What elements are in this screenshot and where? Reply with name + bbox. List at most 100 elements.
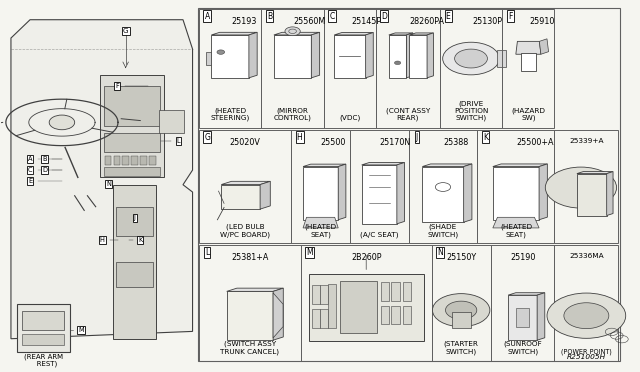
Bar [131, 156, 138, 165]
Bar [104, 86, 160, 126]
Polygon shape [303, 217, 338, 228]
Polygon shape [410, 33, 433, 35]
Text: D: D [42, 167, 47, 173]
Circle shape [547, 293, 626, 338]
Bar [104, 156, 111, 165]
Polygon shape [273, 288, 284, 340]
Polygon shape [274, 32, 319, 35]
Polygon shape [273, 293, 283, 338]
Text: C: C [330, 12, 335, 20]
Polygon shape [463, 164, 472, 222]
Text: L: L [177, 138, 180, 144]
Bar [320, 285, 328, 304]
Text: F: F [115, 83, 119, 89]
Bar [340, 281, 376, 333]
Text: G: G [123, 28, 129, 34]
Polygon shape [537, 293, 545, 340]
Bar [104, 133, 160, 152]
Text: (HEATED
SEAT): (HEATED SEAT) [500, 224, 532, 238]
Bar [381, 282, 389, 301]
Polygon shape [365, 32, 373, 78]
Bar [502, 9, 554, 128]
Bar [22, 311, 65, 330]
Polygon shape [303, 164, 346, 167]
Text: 25190: 25190 [510, 253, 535, 262]
Bar [403, 282, 411, 301]
Text: 25145P: 25145P [351, 17, 381, 26]
Text: 25193: 25193 [232, 17, 257, 26]
Bar [554, 130, 618, 243]
Bar [291, 130, 350, 243]
Bar [350, 130, 408, 243]
Polygon shape [221, 181, 270, 185]
Text: 25020V: 25020V [230, 138, 260, 147]
Text: H: H [297, 132, 303, 142]
Polygon shape [389, 33, 413, 35]
Circle shape [445, 301, 477, 319]
Text: (HAZARD
SW): (HAZARD SW) [511, 107, 545, 121]
Polygon shape [427, 33, 433, 78]
Text: (SWITCH ASSY
TRUNK CANCEL): (SWITCH ASSY TRUNK CANCEL) [220, 341, 280, 355]
Text: R251005H: R251005H [567, 354, 606, 360]
Text: J: J [416, 132, 418, 142]
Polygon shape [508, 295, 537, 340]
Polygon shape [362, 163, 404, 165]
Polygon shape [11, 20, 193, 339]
Text: (LED BULB
W/PC BOARD): (LED BULB W/PC BOARD) [220, 224, 270, 238]
Text: 25339+A: 25339+A [569, 138, 604, 144]
Text: 25130P: 25130P [472, 17, 502, 26]
Polygon shape [221, 185, 260, 209]
Polygon shape [227, 288, 284, 291]
Polygon shape [410, 35, 427, 78]
Bar [312, 285, 321, 304]
Bar [328, 284, 336, 328]
Text: H: H [100, 237, 104, 243]
Text: C: C [28, 167, 33, 173]
Text: L: L [205, 248, 209, 257]
Circle shape [443, 42, 499, 75]
Text: M: M [78, 327, 84, 333]
Polygon shape [508, 293, 545, 295]
Polygon shape [406, 33, 413, 78]
Polygon shape [338, 164, 346, 220]
Text: (STARTER
SWITCH): (STARTER SWITCH) [444, 341, 479, 355]
Text: (DRIVE
POSITION
SWITCH): (DRIVE POSITION SWITCH) [454, 100, 488, 121]
Bar [451, 312, 471, 328]
Text: 25500: 25500 [321, 138, 346, 147]
Text: M: M [306, 248, 312, 257]
Text: (MIRROR
CONTROL): (MIRROR CONTROL) [274, 107, 312, 121]
Bar [376, 9, 440, 128]
Bar [199, 9, 261, 128]
Text: N: N [437, 248, 443, 257]
Polygon shape [540, 39, 548, 54]
Bar [491, 245, 554, 361]
Circle shape [545, 167, 616, 208]
Polygon shape [227, 291, 273, 340]
Polygon shape [249, 32, 257, 78]
Polygon shape [303, 167, 338, 220]
Text: (CONT ASSY
REAR): (CONT ASSY REAR) [386, 107, 430, 121]
Text: 25910: 25910 [529, 17, 555, 26]
Polygon shape [607, 171, 613, 215]
Text: 25336MA: 25336MA [569, 253, 604, 259]
Text: 25388: 25388 [443, 138, 468, 147]
Bar [392, 305, 399, 324]
Bar [104, 167, 160, 176]
Circle shape [564, 303, 609, 328]
Text: (HEATED
STEERING): (HEATED STEERING) [211, 107, 250, 121]
Bar [140, 156, 147, 165]
Bar [431, 245, 491, 361]
Circle shape [433, 294, 490, 327]
Polygon shape [422, 167, 463, 222]
Circle shape [285, 27, 300, 36]
Text: E: E [445, 12, 451, 20]
Bar [520, 54, 536, 71]
Bar [116, 207, 153, 236]
Polygon shape [577, 171, 613, 174]
Polygon shape [211, 32, 257, 35]
Polygon shape [311, 32, 319, 78]
Text: E: E [28, 178, 32, 184]
Bar [477, 130, 554, 243]
Bar [392, 282, 399, 301]
Polygon shape [334, 35, 365, 78]
